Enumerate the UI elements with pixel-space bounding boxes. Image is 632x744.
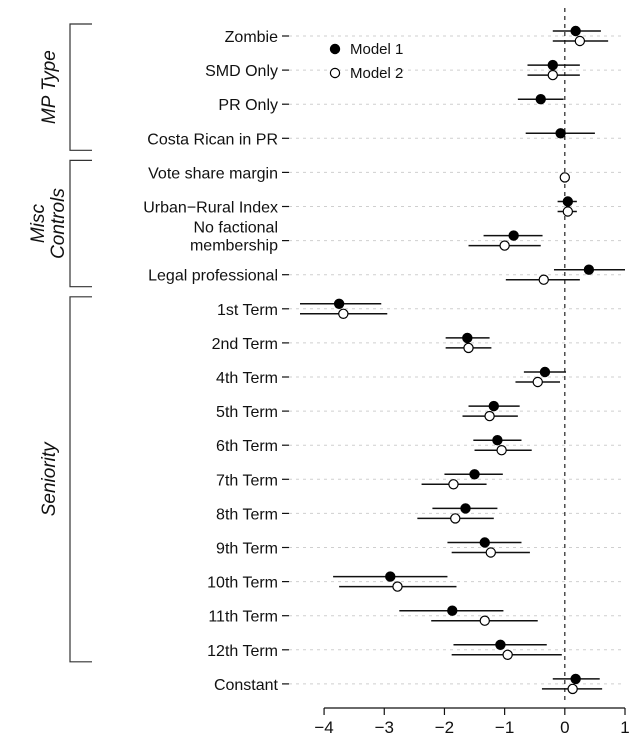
point-model-1-10th-term	[385, 571, 396, 582]
point-model-2-8th-term	[450, 513, 461, 524]
x-tick-label-4: −4	[314, 718, 333, 737]
point-model-1-smd-only	[547, 59, 558, 71]
point-model-2-5th-term	[484, 410, 495, 422]
group-label-misc-controls: MiscControls	[28, 188, 69, 259]
category-label-costa-rican-in-pr: Costa Rican in PR	[147, 131, 278, 148]
category-label-7th-term: 7th Term	[216, 472, 278, 489]
category-label-9th-term: 9th Term	[216, 541, 278, 558]
legend: Model 1 Model 2	[329, 41, 403, 82]
point-model-2-smd-only	[547, 69, 558, 81]
estimates	[300, 25, 625, 695]
point-model-1-urban-rural-index	[562, 196, 574, 207]
point-model-2-4th-term	[532, 376, 543, 388]
category-label-smd-only: SMD Only	[205, 63, 278, 80]
group-label-seniority: Seniority	[39, 441, 60, 516]
x-tick-label-3: −3	[375, 718, 394, 737]
point-model-2-zombie	[574, 35, 586, 47]
point-model-1-8th-term	[460, 503, 471, 514]
category-label-4th-term: 4th Term	[216, 370, 278, 387]
x-tick-label-0: 0	[560, 718, 569, 737]
category-labels: Zombie SMD Only PR Only Costa Rican in PR Vo…	[143, 29, 278, 694]
group-brackets: MP Type MiscControls Seniority	[28, 23, 92, 663]
gridlines	[282, 35, 625, 685]
point-model-2-6th-term	[496, 445, 507, 456]
x-axis: −4 −3 −2 −1 0 1	[314, 707, 630, 737]
legend-marker-model-1	[329, 43, 341, 55]
category-label-no-factional-membership: No factional membership	[190, 220, 278, 255]
point-model-2-constant	[567, 683, 578, 695]
group-bracket-mp-type	[69, 23, 92, 151]
category-label-6th-term: 6th Term	[216, 438, 278, 455]
category-label-2nd-term: 2nd Term	[212, 336, 278, 353]
group-bracket-misc-controls	[69, 159, 92, 288]
category-label-constant: Constant	[214, 677, 279, 694]
point-model-2-11th-term	[479, 615, 490, 626]
legend-label-model-1: Model 1	[350, 41, 403, 58]
x-tick-label-1: 1	[620, 718, 629, 737]
group-bracket-seniority	[69, 296, 92, 663]
legend-marker-model-2	[329, 67, 341, 79]
point-model-1-legal-professional	[583, 264, 595, 275]
x-tick-label-1: −1	[495, 718, 514, 737]
point-model-2-vote-share-margin	[559, 172, 571, 183]
category-label-urban-rural-index: Urban−Rural Index	[143, 200, 278, 217]
point-model-1-5th-term	[488, 400, 499, 412]
point-model-2-urban-rural-index	[562, 206, 574, 217]
point-model-1-constant	[570, 673, 581, 685]
group-label-mp-type: MP Type	[39, 50, 60, 124]
category-label-11th-term: 11th Term	[208, 609, 278, 626]
legend-label-model-2: Model 2	[350, 65, 403, 82]
category-label-12th-term: 12th Term	[207, 643, 278, 660]
point-model-1-2nd-term	[462, 332, 473, 344]
category-label-8th-term: 8th Term	[216, 506, 278, 523]
point-model-1-no-factional-membership	[508, 230, 519, 241]
point-model-1-4th-term	[539, 366, 551, 378]
point-model-1-zombie	[570, 25, 581, 37]
point-model-2-no-factional-membership	[499, 240, 510, 251]
category-label-5th-term: 5th Term	[216, 404, 278, 421]
point-model-2-10th-term	[392, 581, 403, 592]
point-model-2-12th-term	[502, 649, 513, 661]
point-model-1-9th-term	[479, 537, 490, 548]
point-model-1-pr-only	[535, 93, 546, 105]
x-tick-label-2: −2	[435, 718, 454, 737]
category-label-pr-only: PR Only	[218, 97, 278, 114]
point-model-2-legal-professional	[538, 274, 549, 285]
category-label-legal-professional: Legal professional	[148, 268, 278, 285]
point-model-2-1st-term	[338, 308, 349, 319]
point-model-1-7th-term	[469, 469, 480, 480]
point-model-2-9th-term	[485, 547, 496, 558]
point-model-1-6th-term	[492, 435, 503, 446]
category-label-vote-share-margin: Vote share margin	[148, 165, 278, 182]
point-model-2-2nd-term	[463, 342, 474, 354]
category-label-zombie: Zombie	[225, 29, 278, 46]
category-label-1st-term: 1st Term	[217, 302, 278, 319]
point-model-1-12th-term	[495, 639, 506, 651]
point-model-1-11th-term	[447, 605, 458, 616]
point-model-1-1st-term	[333, 298, 345, 309]
point-model-1-costa-rican-in-pr	[555, 128, 566, 139]
category-label-10th-term: 10th Term	[207, 575, 278, 592]
point-model-2-7th-term	[448, 479, 459, 490]
